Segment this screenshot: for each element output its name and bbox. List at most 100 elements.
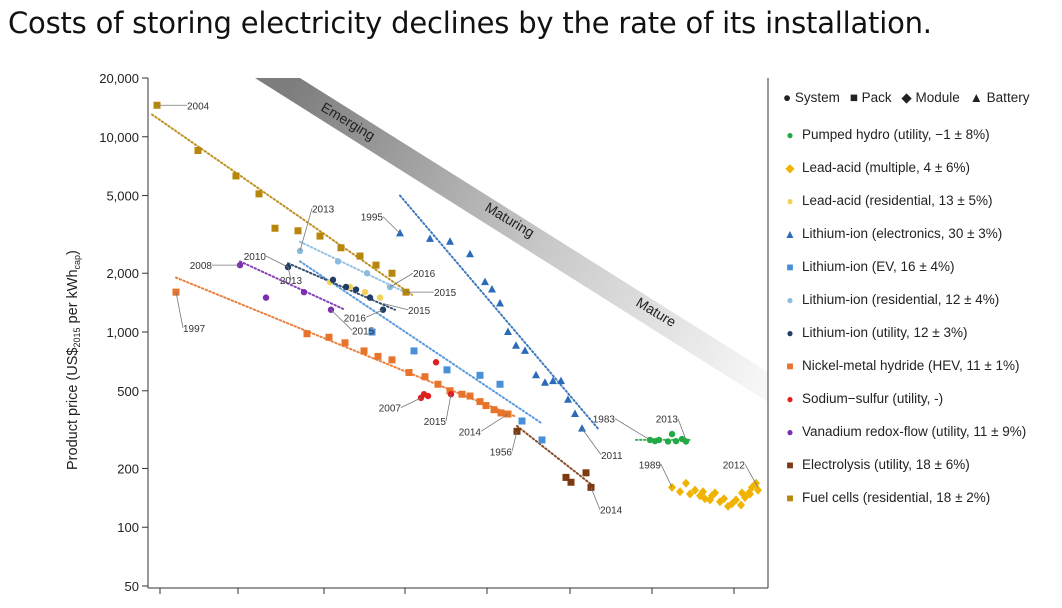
annotation-label-0: 2004: [187, 101, 210, 112]
shape-legend-module: ◆ Module: [901, 90, 960, 105]
annotation-leader-9: [365, 309, 384, 318]
point-s9-1: [262, 294, 270, 301]
point-s7-9: [434, 380, 442, 388]
point-s3-11: [541, 378, 549, 386]
point-s10-3: [582, 469, 590, 477]
point-s1-23: [746, 489, 754, 499]
point-s5-2: [363, 270, 371, 277]
point-s0-7: [668, 430, 676, 438]
y-tick-label-7: 10,000: [99, 130, 139, 145]
point-s7-15: [490, 406, 498, 414]
legend-marker-2: ●: [786, 194, 794, 208]
point-s11-4: [271, 224, 279, 232]
point-s7-10: [446, 387, 454, 395]
legend-label-11: Fuel cells (residential, 18 ± 2%): [802, 490, 991, 505]
point-s11-7: [337, 244, 345, 252]
point-s7-12: [466, 392, 474, 400]
annotation-label-5: 2013: [280, 276, 303, 287]
point-s3-13: [557, 376, 565, 385]
annotation-label-2: 2008: [190, 261, 213, 272]
point-s11-2: [232, 172, 240, 180]
annotation-leader-12: [400, 397, 422, 408]
annotation-leader-4: [299, 208, 313, 252]
y-axis-label-sub2: cap: [72, 255, 82, 270]
point-s7-8: [421, 373, 429, 381]
point-s6-3: [352, 286, 360, 293]
annotation-leader-18: [677, 418, 687, 441]
point-s1-14: [737, 500, 745, 510]
legend-label-5: Lithium-ion (residential, 12 ± 4%): [802, 292, 1000, 307]
point-s3-16: [578, 424, 586, 432]
annotations: 2004199720082010201320132016201520152016…: [157, 101, 759, 517]
legend-marker-11: ■: [786, 491, 794, 505]
point-s7-2: [325, 333, 333, 341]
annotation-label-6: 2016: [413, 269, 436, 280]
point-s7-5: [374, 352, 382, 360]
annotation-leader-19: [660, 464, 673, 488]
point-s6-5: [379, 306, 387, 313]
trend-line-11: [151, 113, 413, 296]
point-s3-0: [396, 228, 404, 237]
legend-item-11: ■ Fuel cells (residential, 18 ± 2%): [783, 489, 1062, 522]
legend-marker-0: ●: [786, 128, 794, 142]
point-s3-2: [446, 237, 454, 245]
annotation-label-11: 1995: [361, 213, 384, 224]
y-axis-label-main: Product price (US$: [65, 348, 81, 471]
point-s1-10: [720, 494, 728, 504]
annotation-label-13: 2015: [424, 417, 447, 428]
point-s11-1: [194, 147, 202, 155]
trend-line-4: [299, 260, 543, 425]
y-tick-label-2: 200: [117, 461, 139, 476]
point-s11-10: [388, 269, 396, 277]
annotation-label-19: 1989: [639, 460, 662, 471]
legend-marker-9: ●: [786, 425, 794, 439]
point-s2-2: [361, 288, 369, 296]
shape-legend-battery: ▲ Battery: [969, 90, 1030, 105]
legend-item-2: ● Lead-acid (residential, 13 ± 5%): [783, 192, 1062, 225]
legend-item-0: ● Pumped hydro (utility, −1 ± 8%): [783, 126, 1062, 159]
shape-legend: ● System ■ Pack ◆ Module ▲ Battery: [783, 90, 1062, 114]
page-title: Costs of storing electricity declines by…: [8, 6, 932, 40]
point-s3-9: [521, 346, 529, 354]
annotation-label-8: 2015: [408, 306, 431, 317]
point-s0-3: [672, 437, 680, 445]
point-s3-12: [549, 376, 557, 385]
point-s11-8: [356, 252, 364, 260]
point-s3-6: [496, 298, 504, 307]
point-s3-4: [481, 277, 489, 286]
point-s4-0: [368, 328, 376, 336]
point-s1-22: [738, 488, 746, 498]
point-s1-3: [686, 489, 694, 499]
trend-line-5: [299, 240, 406, 294]
shape-legend-pack: ■ Pack: [849, 90, 892, 105]
plot-frame: 50 100 200 500 1,000 2,000 5,000 10,000 20,000: [99, 71, 769, 594]
legend-label-8: Sodium−sulfur (utility, -): [802, 391, 944, 406]
point-s7-6: [388, 356, 396, 364]
trend-line-10: [516, 425, 596, 489]
point-s1-20: [699, 487, 707, 497]
point-s1-13: [732, 495, 740, 505]
point-s8-4: [432, 359, 440, 366]
annotation-label-7: 2015: [434, 288, 457, 299]
point-s7-16: [497, 409, 505, 417]
legend-item-5: ● Lithium-ion (residential, 12 ± 4%): [783, 291, 1062, 324]
legend-item-1: ◆ Lead-acid (multiple, 4 ± 6%): [783, 159, 1062, 192]
point-s4-2: [443, 366, 451, 374]
point-s1-21: [708, 491, 716, 501]
point-s10-2: [567, 478, 575, 486]
point-s3-15: [571, 409, 579, 418]
annotation-label-12: 2007: [379, 404, 402, 415]
point-s6-2: [342, 283, 350, 291]
legend-label-9: Vanadium redox-flow (utility, 11 ± 9%): [802, 424, 1027, 439]
point-s4-3: [476, 371, 484, 379]
point-s10-1: [562, 473, 570, 481]
legend-item-8: ● Sodium−sulfur (utility, -): [783, 390, 1062, 423]
point-s4-6: [538, 436, 546, 444]
point-s7-4: [360, 347, 368, 355]
legend: ● System ■ Pack ◆ Module ▲ Battery ● Pump…: [783, 90, 1062, 522]
annotation-label-16: 2011: [601, 451, 623, 462]
point-s11-9: [372, 261, 380, 269]
point-s11-6: [316, 232, 324, 240]
point-s6-1: [329, 276, 337, 284]
legend-label-7: Nickel-metal hydride (HEV, 11 ± 1%): [802, 358, 1020, 373]
